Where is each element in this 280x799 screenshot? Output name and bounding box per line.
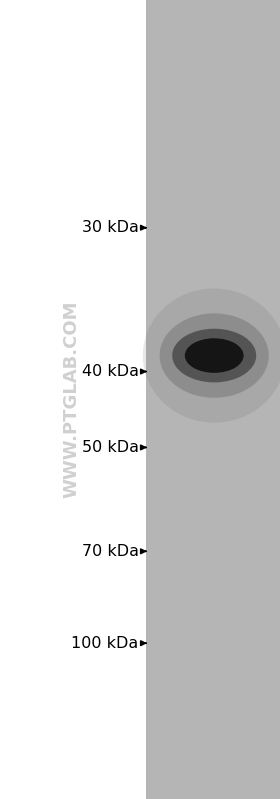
Ellipse shape <box>160 313 269 398</box>
Text: 30 kDa: 30 kDa <box>82 221 139 235</box>
Text: 40 kDa: 40 kDa <box>81 364 139 379</box>
Bar <box>146 0 280 799</box>
Text: 100 kDa: 100 kDa <box>71 636 139 650</box>
Ellipse shape <box>143 288 280 423</box>
Text: WWW.PTGLAB.COM: WWW.PTGLAB.COM <box>62 300 80 499</box>
Text: 70 kDa: 70 kDa <box>81 544 139 559</box>
Ellipse shape <box>172 328 256 383</box>
Text: 50 kDa: 50 kDa <box>81 440 139 455</box>
Ellipse shape <box>185 338 244 373</box>
